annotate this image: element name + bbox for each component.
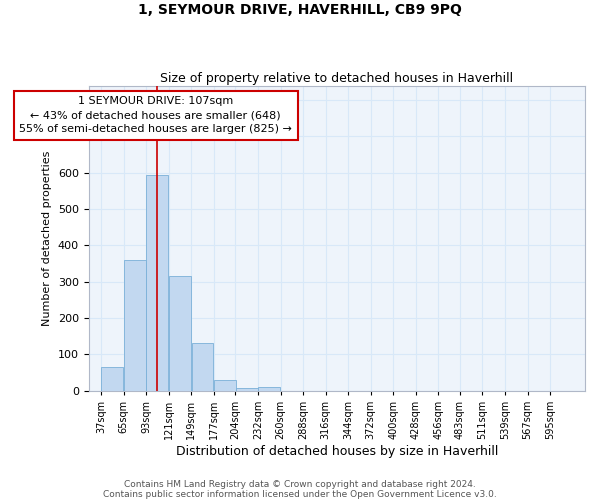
Text: 1, SEYMOUR DRIVE, HAVERHILL, CB9 9PQ: 1, SEYMOUR DRIVE, HAVERHILL, CB9 9PQ <box>138 2 462 16</box>
Bar <box>214 380 236 390</box>
Bar <box>236 388 257 390</box>
Text: Contains HM Land Registry data © Crown copyright and database right 2024.
Contai: Contains HM Land Registry data © Crown c… <box>103 480 497 499</box>
Bar <box>124 260 146 390</box>
Text: 1 SEYMOUR DRIVE: 107sqm
← 43% of detached houses are smaller (648)
55% of semi-d: 1 SEYMOUR DRIVE: 107sqm ← 43% of detache… <box>19 96 292 134</box>
Y-axis label: Number of detached properties: Number of detached properties <box>42 150 52 326</box>
Title: Size of property relative to detached houses in Haverhill: Size of property relative to detached ho… <box>160 72 514 85</box>
Bar <box>169 276 191 390</box>
Bar <box>259 387 280 390</box>
X-axis label: Distribution of detached houses by size in Haverhill: Distribution of detached houses by size … <box>176 444 498 458</box>
Bar <box>146 174 169 390</box>
Bar <box>101 367 123 390</box>
Bar <box>191 344 214 390</box>
